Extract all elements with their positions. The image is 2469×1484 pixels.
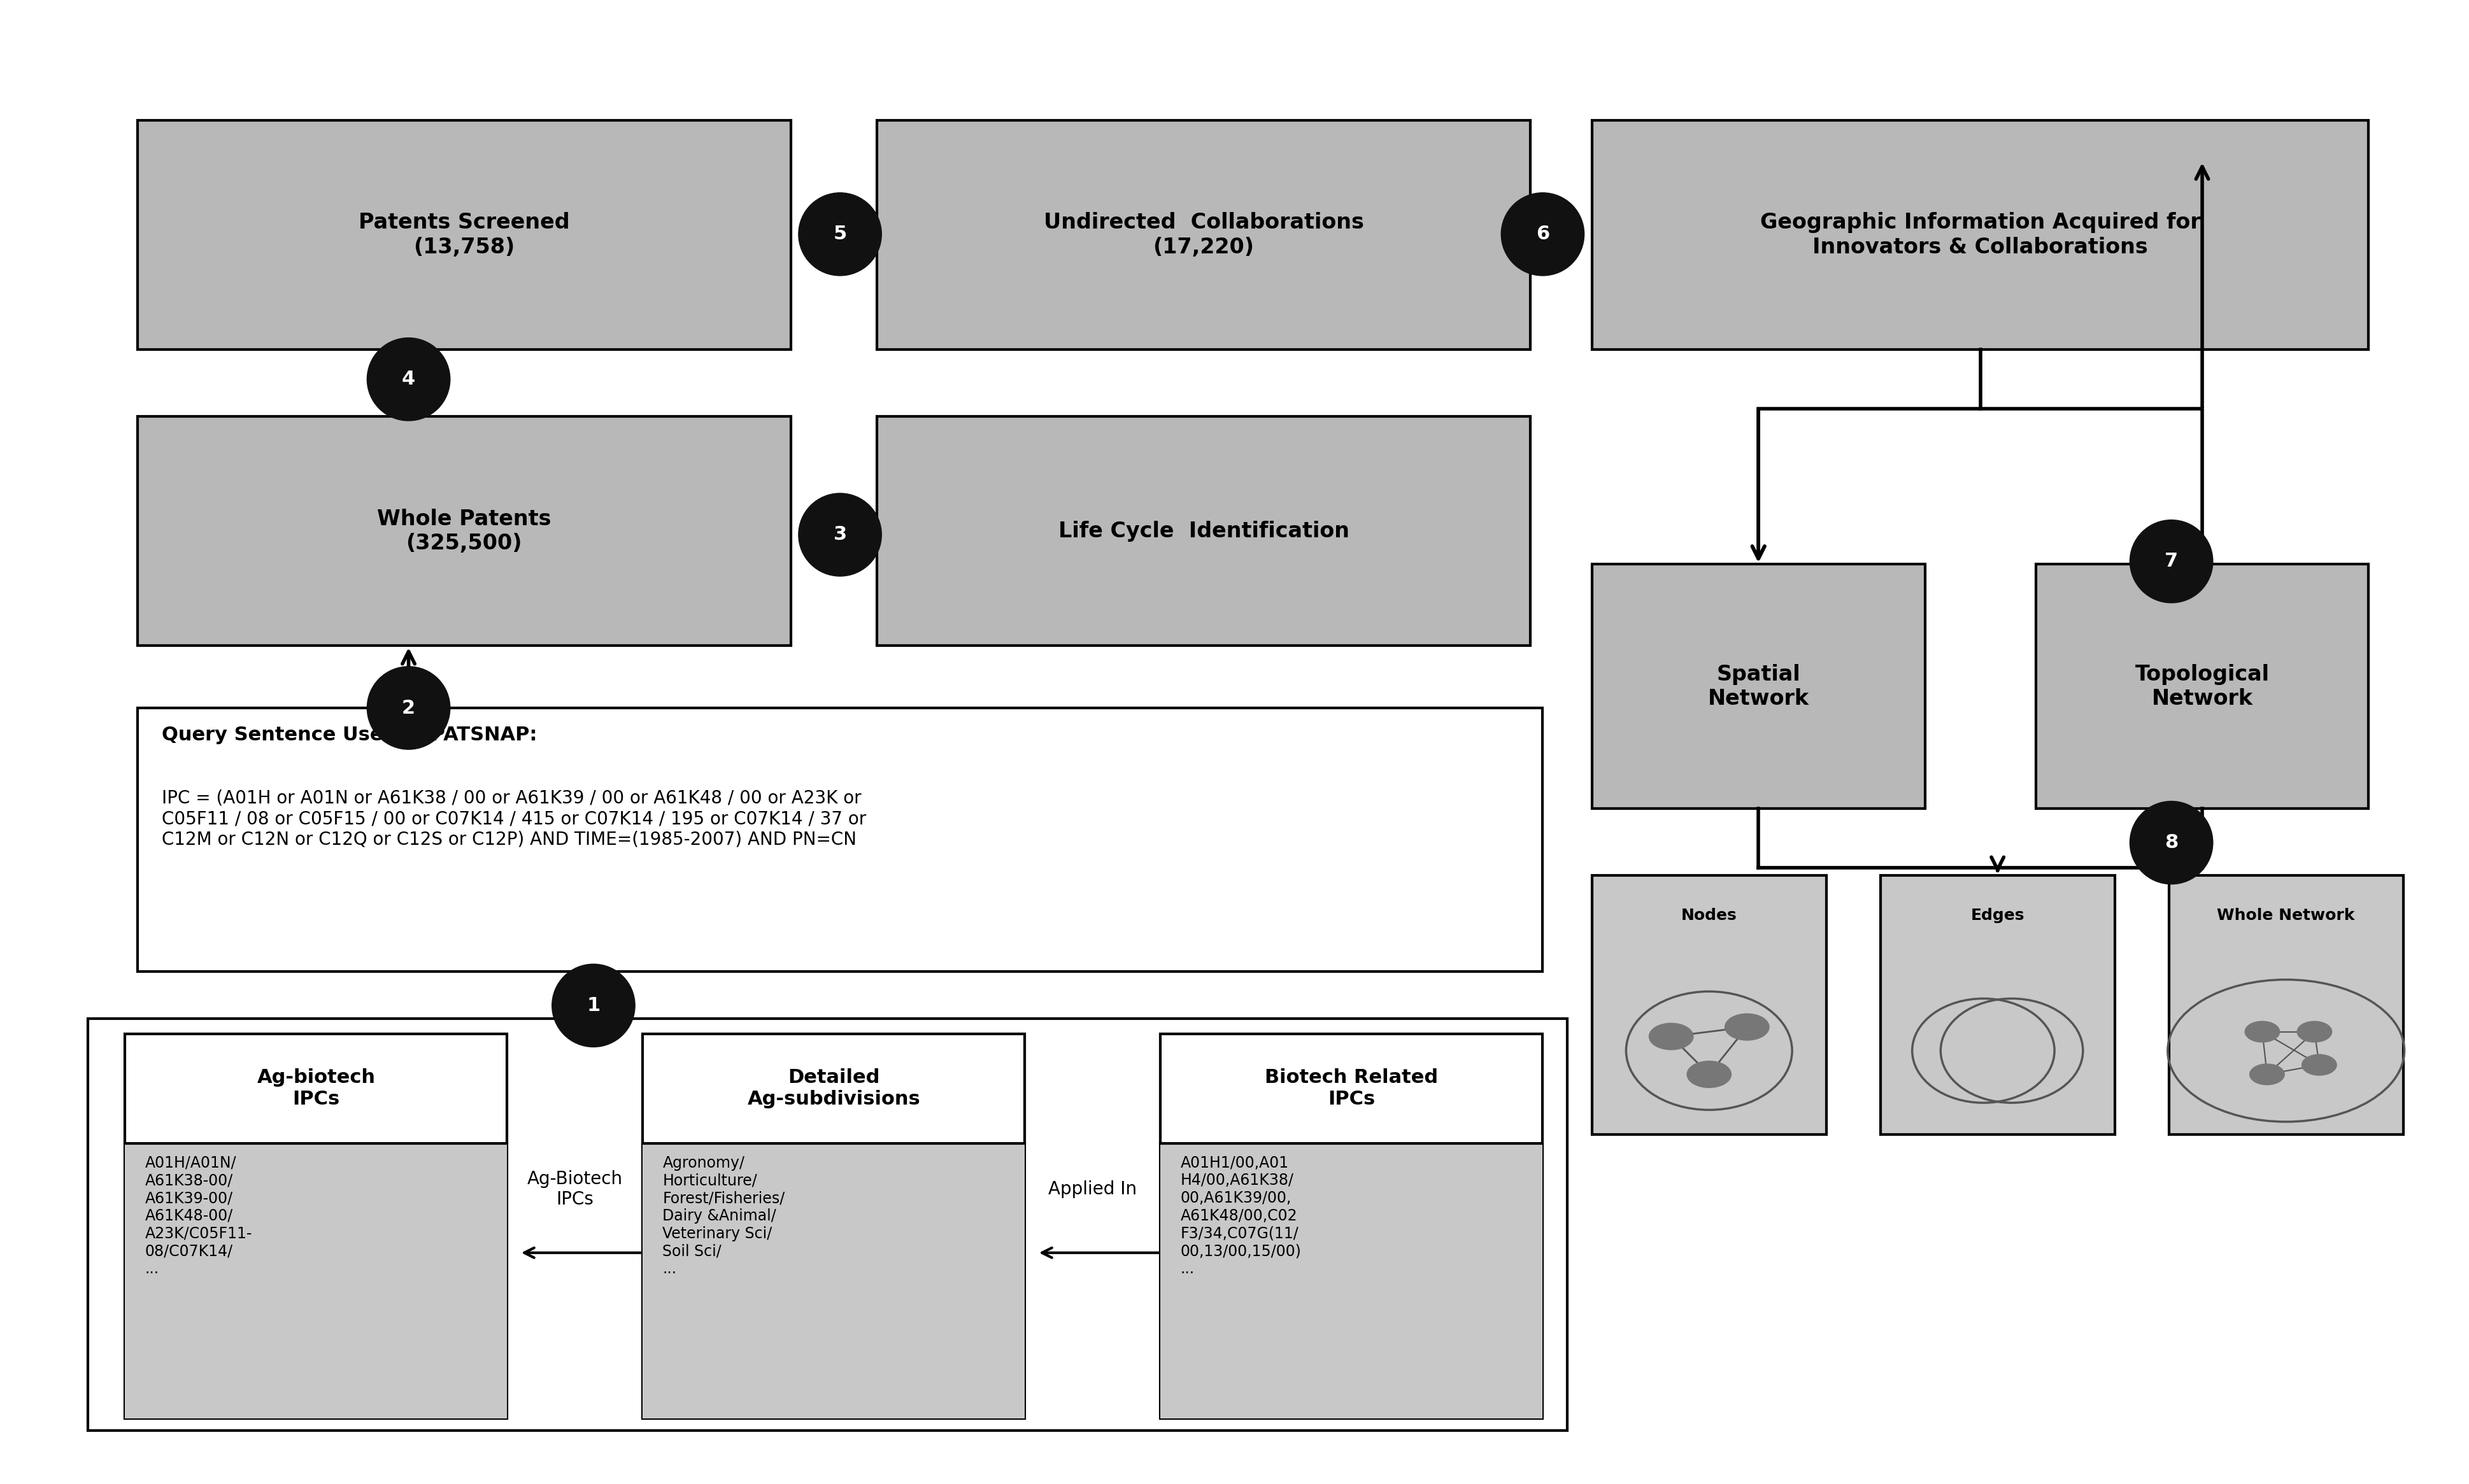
FancyBboxPatch shape (126, 1143, 506, 1419)
FancyBboxPatch shape (2037, 564, 2368, 809)
Text: 5: 5 (832, 226, 847, 243)
FancyBboxPatch shape (642, 1143, 1025, 1419)
Circle shape (2244, 1021, 2279, 1042)
FancyBboxPatch shape (876, 417, 1531, 646)
Text: Applied In: Applied In (1049, 1180, 1138, 1198)
Text: Whole Patents
(325,500): Whole Patents (325,500) (378, 509, 551, 554)
FancyBboxPatch shape (138, 120, 790, 350)
Ellipse shape (2131, 801, 2212, 884)
Ellipse shape (797, 493, 881, 576)
FancyBboxPatch shape (2168, 876, 2402, 1134)
Text: Undirected  Collaborations
(17,220): Undirected Collaborations (17,220) (1044, 212, 1363, 258)
Text: 6: 6 (1536, 226, 1551, 243)
FancyBboxPatch shape (138, 708, 1543, 972)
Text: Ag-Biotech
IPCs: Ag-Biotech IPCs (528, 1169, 622, 1208)
FancyBboxPatch shape (1593, 120, 2368, 350)
Text: 8: 8 (2165, 834, 2178, 852)
FancyBboxPatch shape (1593, 564, 1926, 809)
FancyBboxPatch shape (89, 1020, 1568, 1431)
Text: 7: 7 (2165, 552, 2178, 571)
Ellipse shape (368, 666, 449, 749)
Circle shape (2296, 1021, 2331, 1042)
Text: 2: 2 (402, 699, 415, 717)
FancyBboxPatch shape (642, 1034, 1025, 1419)
Text: IPC = (A01H or A01N or A61K38 / 00 or A61K39 / 00 or A61K48 / 00 or A23K or
C05F: IPC = (A01H or A01N or A61K38 / 00 or A6… (163, 789, 867, 849)
Text: Edges: Edges (1970, 908, 2025, 923)
FancyBboxPatch shape (1593, 876, 1827, 1134)
Circle shape (1726, 1014, 1770, 1040)
Ellipse shape (797, 193, 881, 276)
Text: Ag-biotech
IPCs: Ag-biotech IPCs (257, 1068, 375, 1109)
FancyBboxPatch shape (1160, 1034, 1543, 1419)
Circle shape (1649, 1022, 1694, 1049)
Text: Life Cycle  Identification: Life Cycle Identification (1059, 521, 1348, 542)
Ellipse shape (368, 338, 449, 421)
FancyBboxPatch shape (1881, 876, 2113, 1134)
Text: Agronomy/
Horticulture/
Forest/Fisheries/
Dairy &Animal/
Veterinary Sci/
Soil Sc: Agronomy/ Horticulture/ Forest/Fisheries… (662, 1155, 785, 1276)
Text: A01H1/00,A01
H4/00,A61K38/
00,A61K39/00,
A61K48/00,C02
F3/34,C07G(11/
00,13/00,1: A01H1/00,A01 H4/00,A61K38/ 00,A61K39/00,… (1180, 1155, 1301, 1276)
Text: Biotech Related
IPCs: Biotech Related IPCs (1264, 1068, 1439, 1109)
Text: Spatial
Network: Spatial Network (1709, 663, 1810, 709)
Circle shape (2249, 1064, 2284, 1085)
Circle shape (1686, 1061, 1731, 1088)
Text: A01H/A01N/
A61K38-00/
A61K39-00/
A61K48-00/
A23K/C05F11-
08/C07K14/
...: A01H/A01N/ A61K38-00/ A61K39-00/ A61K48-… (146, 1155, 252, 1276)
Text: 1: 1 (588, 996, 600, 1015)
Text: 4: 4 (402, 370, 415, 389)
FancyBboxPatch shape (138, 417, 790, 646)
Text: Nodes: Nodes (1681, 908, 1738, 923)
Text: Detailed
Ag-subdivisions: Detailed Ag-subdivisions (748, 1068, 921, 1109)
FancyBboxPatch shape (876, 120, 1531, 350)
Text: Whole Network: Whole Network (2217, 908, 2355, 923)
Text: Query Sentence Used in PATSNAP:: Query Sentence Used in PATSNAP: (163, 726, 538, 743)
Text: 3: 3 (835, 525, 847, 545)
Ellipse shape (1501, 193, 1585, 276)
Circle shape (2301, 1055, 2336, 1076)
Ellipse shape (553, 965, 635, 1048)
FancyBboxPatch shape (126, 1034, 506, 1419)
FancyBboxPatch shape (0, 0, 2469, 1484)
Text: Topological
Network: Topological Network (2136, 663, 2269, 709)
Ellipse shape (2131, 519, 2212, 603)
FancyBboxPatch shape (1160, 1143, 1543, 1419)
Text: Patents Screened
(13,758): Patents Screened (13,758) (358, 212, 570, 258)
Text: Geographic Information Acquired for
Innovators & Collaborations: Geographic Information Acquired for Inno… (1760, 212, 2200, 258)
